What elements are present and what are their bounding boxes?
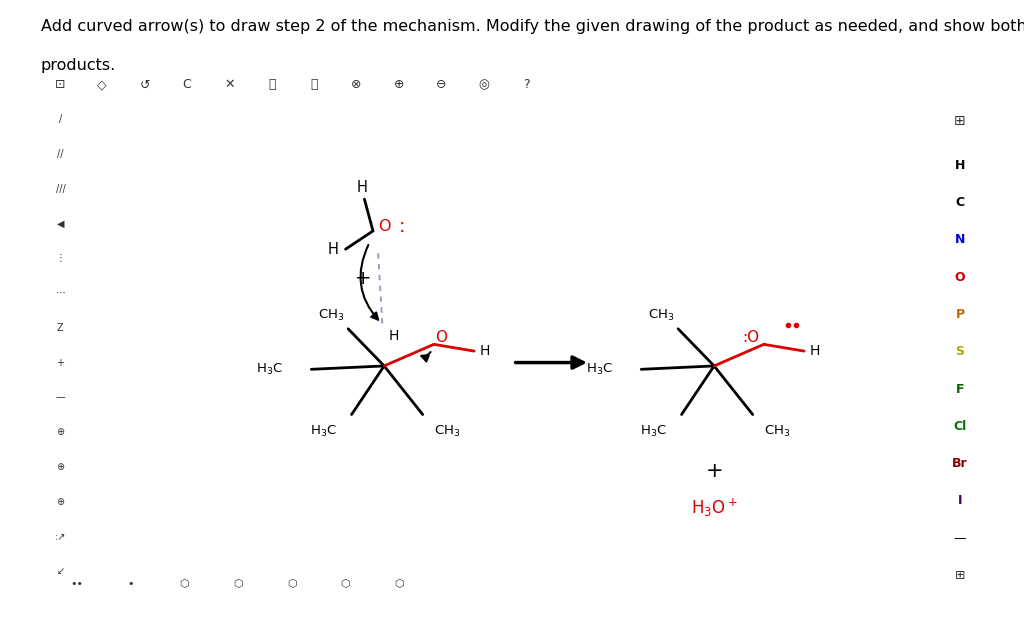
Text: ⊗: ⊗ <box>351 78 361 92</box>
Text: Br: Br <box>952 457 968 470</box>
Text: •: • <box>127 579 134 589</box>
Text: ⬜: ⬜ <box>268 78 275 92</box>
Text: O: O <box>378 219 390 234</box>
Text: ⬡: ⬡ <box>341 579 350 589</box>
Text: $\mathregular{CH_3}$: $\mathregular{CH_3}$ <box>648 308 674 323</box>
Text: :↗: :↗ <box>54 531 67 542</box>
Text: $\mathregular{H_3C}$: $\mathregular{H_3C}$ <box>640 424 667 439</box>
Text: C: C <box>182 78 191 92</box>
Text: :: : <box>399 217 406 236</box>
Text: Cl: Cl <box>953 420 967 433</box>
Text: ⊖: ⊖ <box>436 78 446 92</box>
Text: ⊕: ⊕ <box>56 428 65 437</box>
Text: H: H <box>328 242 338 256</box>
Text: ↙: ↙ <box>56 567 65 576</box>
Text: ◇: ◇ <box>97 78 106 92</box>
Text: ⬡: ⬡ <box>179 579 189 589</box>
Text: //: // <box>57 149 63 159</box>
Text: ↺: ↺ <box>139 78 150 92</box>
Text: ••: •• <box>71 579 83 589</box>
Text: +: + <box>706 460 723 481</box>
Text: $\mathregular{H_3C}$: $\mathregular{H_3C}$ <box>256 362 283 377</box>
Text: S: S <box>955 345 965 358</box>
Text: ⋯: ⋯ <box>55 288 66 298</box>
Text: +: + <box>56 358 65 368</box>
Text: ✕: ✕ <box>224 78 234 92</box>
Text: $\mathregular{H_3C}$: $\mathregular{H_3C}$ <box>586 362 613 377</box>
Text: H: H <box>388 329 398 342</box>
Text: ⬡: ⬡ <box>394 579 404 589</box>
Text: ⊕: ⊕ <box>393 78 404 92</box>
Text: ⊡: ⊡ <box>54 78 66 92</box>
Text: ⊕: ⊕ <box>56 497 65 507</box>
Text: —: — <box>55 392 66 403</box>
Text: F: F <box>955 383 965 395</box>
Text: ///: /// <box>55 184 66 194</box>
Text: ⊞: ⊞ <box>954 114 966 128</box>
Text: ◀: ◀ <box>56 219 65 229</box>
Text: ⊞: ⊞ <box>954 569 966 582</box>
Text: O: O <box>954 271 966 284</box>
Text: $\mathregular{CH_3}$: $\mathregular{CH_3}$ <box>317 308 344 323</box>
Text: $\mathregular{H_3O^+}$: $\mathregular{H_3O^+}$ <box>691 497 737 519</box>
Text: H: H <box>954 159 966 172</box>
Text: C: C <box>955 196 965 209</box>
Text: H: H <box>809 344 819 358</box>
Text: I: I <box>957 494 963 507</box>
Text: P: P <box>955 308 965 321</box>
Text: ⬡: ⬡ <box>287 579 297 589</box>
Text: $\mathregular{CH_3}$: $\mathregular{CH_3}$ <box>434 424 461 439</box>
Text: ⊕: ⊕ <box>56 462 65 472</box>
Text: ⬜: ⬜ <box>310 78 317 92</box>
Text: :O: :O <box>742 330 760 345</box>
Text: $\mathregular{CH_3}$: $\mathregular{CH_3}$ <box>764 424 791 439</box>
Text: $\mathregular{H_3C}$: $\mathregular{H_3C}$ <box>310 424 337 439</box>
Text: ?: ? <box>523 78 529 92</box>
Text: ⬡: ⬡ <box>233 579 243 589</box>
Text: ◎: ◎ <box>478 78 489 92</box>
Text: +: + <box>354 269 371 288</box>
Text: O: O <box>435 330 447 345</box>
Text: —: — <box>953 531 967 545</box>
Text: H: H <box>479 344 489 358</box>
Text: /: / <box>58 114 62 124</box>
Text: Add curved arrow(s) to draw step 2 of the mechanism. Modify the given drawing of: Add curved arrow(s) to draw step 2 of th… <box>41 19 1024 34</box>
Text: ⋮: ⋮ <box>55 253 66 263</box>
Text: Z: Z <box>57 323 63 333</box>
Text: N: N <box>954 233 966 247</box>
Text: H: H <box>356 179 368 195</box>
Text: products.: products. <box>41 58 116 72</box>
